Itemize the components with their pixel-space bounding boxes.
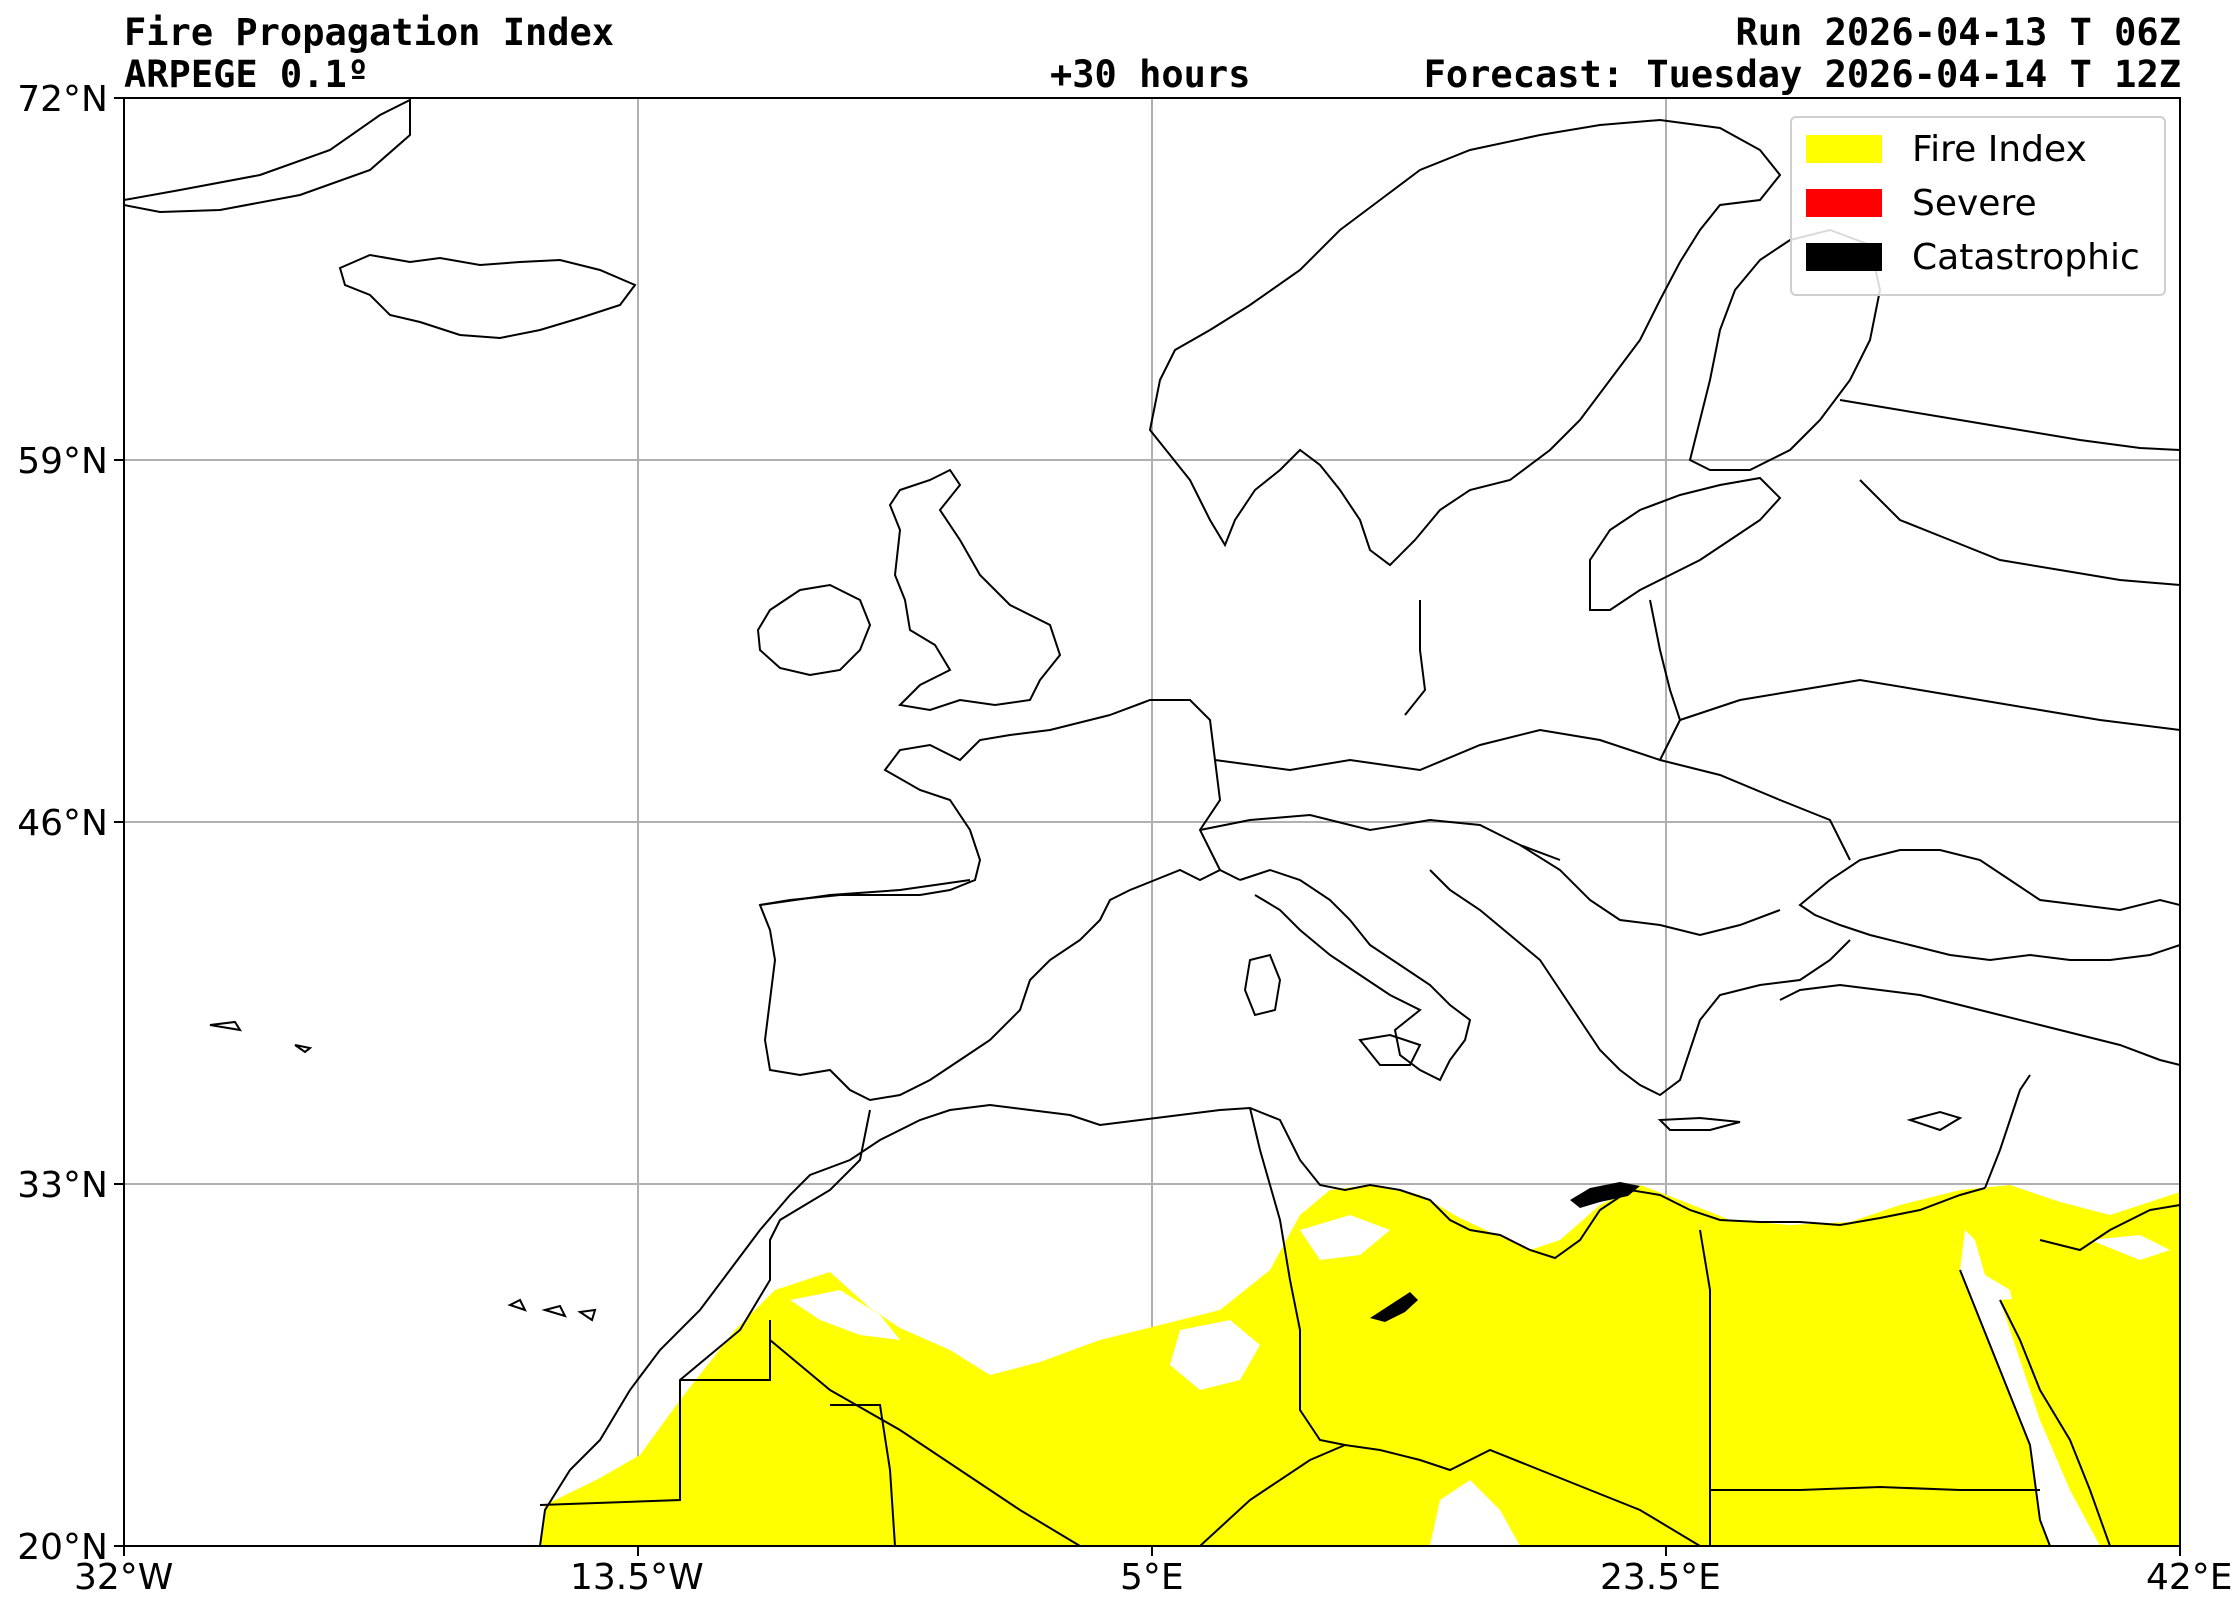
coast-canaries xyxy=(507,1298,597,1322)
legend-item-catastrophic: Catastrophic xyxy=(1806,236,2140,278)
legend-item-fire-index: Fire Index xyxy=(1806,128,2087,170)
legend-swatch-fire-index xyxy=(1806,135,1882,163)
legend-label-severe: Severe xyxy=(1912,182,2037,224)
coast-levant xyxy=(1984,1074,2031,1189)
border-algeria-mali xyxy=(769,1339,1081,1547)
legend-swatch-catastrophic xyxy=(1806,243,1882,271)
gap-4 xyxy=(1430,1480,1520,1546)
lat-tick-label-46n: 46°N xyxy=(17,803,108,844)
map-legend: Fire Index Severe Catastrophic xyxy=(1790,116,2166,296)
border-germany-poland xyxy=(1404,600,1427,716)
border-balkans xyxy=(1519,844,1781,937)
coastlines xyxy=(123,98,2181,1547)
non-fire-gaps xyxy=(790,1215,2170,1546)
lead-time-label: +30 hours xyxy=(1050,53,1251,96)
border-poland-east xyxy=(1649,599,1682,761)
coast-france-iberia xyxy=(758,714,1241,1102)
gap-2 xyxy=(1170,1320,1260,1390)
border-eastern-europe xyxy=(1859,479,2181,586)
fire-area-sahara xyxy=(540,1185,2180,1546)
border-egypt-sudan xyxy=(1710,1485,2040,1491)
border-ukraine xyxy=(1679,678,2181,731)
lat-tick-label-59n: 59°N xyxy=(17,441,108,482)
catastrophic-libya-coast xyxy=(1570,1182,1640,1208)
legend-label-catastrophic: Catastrophic xyxy=(1912,236,2140,278)
legend-swatch-severe xyxy=(1806,189,1882,217)
border-russia xyxy=(1839,399,2181,451)
lon-tick-label-5e: 5°E xyxy=(1120,1557,1184,1598)
lon-tick-label-32w: 32°W xyxy=(74,1557,174,1598)
coast-balkans-greece xyxy=(1429,869,1851,1097)
coast-turkey xyxy=(1779,983,2181,1066)
lon-tick-label-42e: 42°E xyxy=(2146,1557,2233,1598)
catastrophic-areas xyxy=(1370,1182,1640,1322)
borders xyxy=(539,399,2181,1547)
grid-lines xyxy=(124,98,2180,1546)
border-niger xyxy=(1199,1443,1701,1547)
gap-3 xyxy=(1300,1215,1390,1260)
border-spain-france xyxy=(759,879,971,906)
coast-black-sea xyxy=(1798,849,2181,962)
coast-iceland xyxy=(338,253,637,340)
model-label: ARPEGE 0.1º xyxy=(124,53,370,96)
border-france-germany xyxy=(1109,699,1222,871)
legend-item-severe: Severe xyxy=(1806,182,2037,224)
run-label: Run 2026-04-13 T 06Z xyxy=(1735,11,2181,54)
tick-marks xyxy=(114,97,2181,1556)
gap-1 xyxy=(790,1290,900,1340)
coast-crete xyxy=(1657,1116,1741,1131)
lat-tick-label-72n: 72°N xyxy=(17,79,108,120)
forecast-label: Forecast: Tuesday 2026-04-14 T 12Z xyxy=(1423,53,2181,96)
coast-ireland xyxy=(756,583,872,677)
coast-red-sea-east xyxy=(1999,1299,2111,1547)
coast-red-sea xyxy=(1959,1269,2051,1547)
map-title: Fire Propagation Index xyxy=(124,11,615,54)
lat-tick-label-20n: 20°N xyxy=(17,1527,108,1568)
border-morocco-algeria xyxy=(539,1109,871,1506)
coast-cyprus xyxy=(1906,1110,1963,1132)
coast-gb xyxy=(888,468,1062,712)
catastrophic-algeria-interior xyxy=(1370,1292,1418,1322)
border-mali-mauritania xyxy=(830,1404,896,1547)
lon-tick-label-13-5w: 13.5°W xyxy=(570,1557,704,1598)
coast-baltic xyxy=(1589,476,1782,611)
lon-tick-label-23-5e: 23.5°E xyxy=(1600,1557,1721,1598)
border-central-europe xyxy=(1214,728,1851,861)
coast-scandinavia xyxy=(1148,118,1782,567)
border-libya-egypt xyxy=(1699,1229,1711,1546)
coast-italy xyxy=(1239,868,1472,1082)
border-western-sahara xyxy=(680,1320,771,1381)
coast-greenland-tip xyxy=(123,98,411,214)
border-alps xyxy=(1199,813,1561,861)
fire-area-arabia xyxy=(2000,1290,2180,1546)
coast-sicily xyxy=(1358,1033,1422,1066)
border-algeria-tunisia-libya xyxy=(1249,1107,1346,1446)
lat-tick-label-33n: 33°N xyxy=(17,1165,108,1206)
border-arabia xyxy=(2039,1204,2181,1252)
coast-azores xyxy=(209,1020,313,1054)
coast-sardinia xyxy=(1243,953,1282,1017)
legend-label-fire-index: Fire Index xyxy=(1912,128,2087,170)
coast-north-africa xyxy=(539,1103,1986,1547)
fire-index-areas xyxy=(540,1185,2180,1546)
gap-5 xyxy=(2090,1235,2170,1260)
